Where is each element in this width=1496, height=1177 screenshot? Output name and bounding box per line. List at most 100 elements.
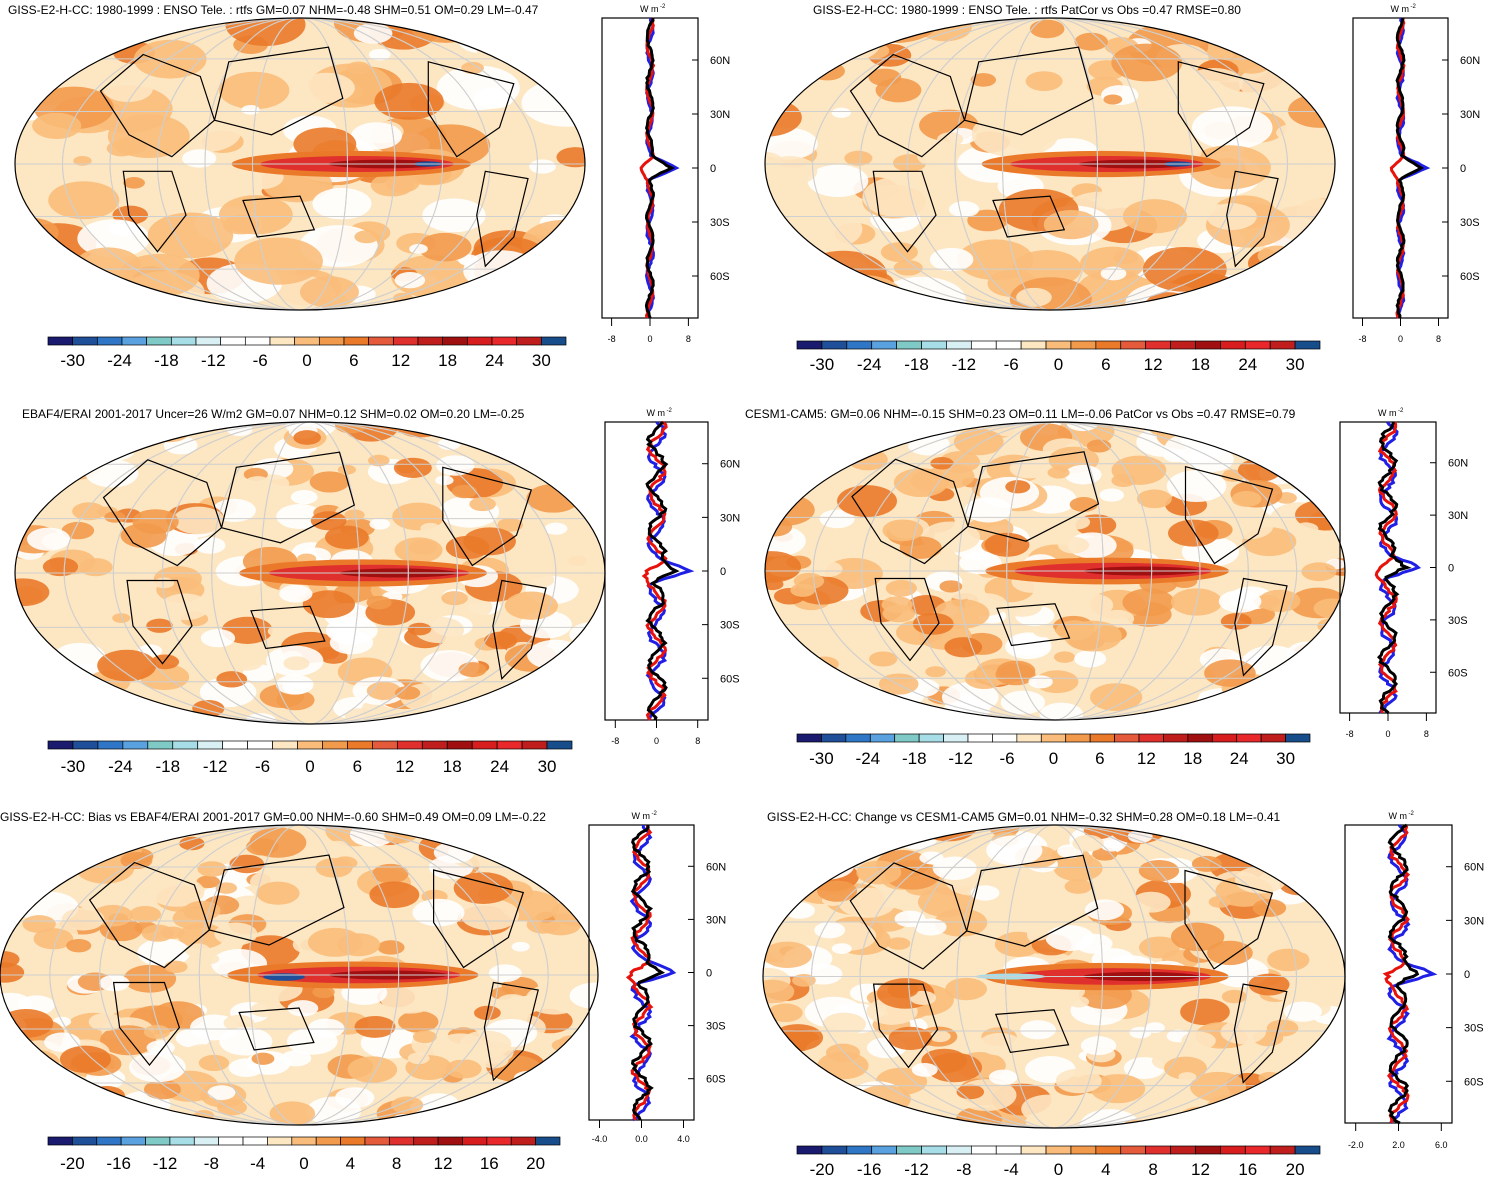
colorbar-swatch bbox=[340, 1136, 366, 1146]
colorbar-swatch bbox=[845, 733, 871, 743]
map-outline bbox=[14, 17, 586, 311]
panel-title: EBAF4/ERAI 2001-2017 Uncer=26 W/m2 GM=0.… bbox=[22, 407, 525, 421]
colorbar-swatch bbox=[896, 1145, 922, 1155]
colorbar-swatch bbox=[471, 740, 498, 750]
colorbar-swatch bbox=[417, 336, 444, 346]
colorbar-swatch bbox=[521, 740, 548, 750]
colorbar-label: -30 bbox=[61, 757, 86, 776]
colorbar-label: 30 bbox=[1276, 749, 1295, 768]
colorbar-label: 6 bbox=[1101, 355, 1110, 374]
colorbar-label: 20 bbox=[526, 1154, 545, 1173]
colorbar-label: 24 bbox=[1230, 749, 1249, 768]
colorbar-label: 0 bbox=[1054, 355, 1063, 374]
colorbar-swatch bbox=[242, 1136, 268, 1146]
colorbar-swatch bbox=[796, 340, 823, 350]
colorbar-swatch bbox=[269, 336, 296, 346]
panel-graphics-0: 60N 30N 0 30S 60S -8 0 8 W m -2 -30 -24 -18 -12 -6 0 6 12… bbox=[14, 4, 730, 370]
colorbar-label: 16 bbox=[1238, 1160, 1257, 1177]
colorbar-label: -24 bbox=[856, 749, 881, 768]
colorbar-swatch bbox=[995, 340, 1022, 350]
colorbar-label: 4 bbox=[346, 1154, 355, 1173]
colorbar-swatch bbox=[1170, 1145, 1196, 1155]
colorbar-swatch bbox=[72, 336, 98, 346]
colorbar-swatch bbox=[267, 1136, 293, 1146]
lat-tick-label: 30N bbox=[710, 109, 730, 121]
colorbar-label: 0 bbox=[1054, 1160, 1063, 1177]
colorbar-label: -18 bbox=[154, 351, 179, 370]
colorbar-label: -12 bbox=[948, 749, 973, 768]
colorbar-swatch bbox=[1095, 340, 1122, 350]
zonal-line bbox=[1377, 421, 1412, 715]
colorbar-swatch bbox=[195, 336, 222, 346]
lat-tick-label: 60N bbox=[710, 55, 730, 67]
lat-tick-label: 60N bbox=[706, 861, 726, 873]
colorbar-label: -8 bbox=[204, 1154, 219, 1173]
colorbar-swatch bbox=[318, 336, 345, 346]
colorbar-swatch bbox=[1120, 1145, 1147, 1155]
panel-graphics-2: 60N 30N 0 30S 60S -8 0 8 W m -2 -30 -24 -18 -12 -6 0 6 12… bbox=[14, 408, 740, 776]
colorbar-swatch bbox=[466, 336, 493, 346]
colorbar-label: -12 bbox=[153, 1154, 178, 1173]
unit-label: W m bbox=[632, 811, 651, 821]
colorbar-swatch bbox=[516, 336, 542, 346]
panel-graphics-5: 60N 30N 0 30S 60S -2.0 2.0 6.0 W m -2 -20 -16 -12 -8 -… bbox=[762, 811, 1484, 1177]
panel-title: GISS-E2-H-CC: 1980-1999 : ENSO Tele. : r… bbox=[8, 3, 539, 17]
colorbar-swatch bbox=[796, 1145, 823, 1155]
colorbar-swatch bbox=[896, 340, 922, 350]
lat-tick-label: 60S bbox=[1464, 1076, 1484, 1088]
colorbar-swatch bbox=[462, 1136, 488, 1146]
colorbar-label: -8 bbox=[956, 1160, 971, 1177]
colorbar-swatch bbox=[1244, 1145, 1271, 1155]
colorbar-label: -20 bbox=[60, 1154, 85, 1173]
zonal-line bbox=[625, 824, 654, 1121]
colorbar-label: 6 bbox=[349, 351, 358, 370]
colorbar-label: 4 bbox=[1101, 1160, 1110, 1177]
colorbar-label: 20 bbox=[1286, 1160, 1305, 1177]
panel-graphics-3: 60N 30N 0 30S 60S -8 0 8 W m -2 -30 -24 -18 -12 -6 0 6 12… bbox=[764, 408, 1468, 768]
colorbar-label: -16 bbox=[857, 1160, 882, 1177]
lat-tick-label: 60S bbox=[1448, 667, 1468, 679]
colorbar-swatch bbox=[1145, 1145, 1171, 1155]
colorbar-swatch bbox=[1163, 733, 1189, 743]
colorbar-label: -12 bbox=[904, 1160, 929, 1177]
colorbar-swatch bbox=[1220, 1145, 1246, 1155]
colorbar-swatch bbox=[222, 740, 248, 750]
panel-graphics-4: 60N 30N 0 30S 60S -4.0 0.0 4.0 W m -2 -20 -16 -12 -8 -… bbox=[0, 811, 726, 1173]
colorbar-swatch bbox=[921, 340, 947, 350]
lat-tick-label: 30N bbox=[720, 512, 740, 524]
colorbar-swatch bbox=[1236, 733, 1262, 743]
lat-tick-label: 30S bbox=[1464, 1023, 1484, 1035]
x-tick-label: 8 bbox=[1436, 334, 1441, 344]
unit-exp: -2 bbox=[652, 811, 658, 817]
colorbar-label: -12 bbox=[203, 757, 228, 776]
colorbar-swatch bbox=[496, 740, 523, 750]
x-tick-label: -8 bbox=[611, 736, 619, 746]
colorbar-label: -6 bbox=[255, 757, 270, 776]
colorbar-swatch bbox=[169, 1136, 195, 1146]
colorbar-label: -4 bbox=[250, 1154, 265, 1173]
colorbar-swatch bbox=[170, 336, 197, 346]
colorbar-swatch bbox=[1285, 733, 1311, 743]
map-outline bbox=[764, 421, 1346, 721]
colorbar-swatch bbox=[1260, 733, 1286, 743]
lat-tick-label: 0 bbox=[1464, 969, 1470, 981]
colorbar-label: 12 bbox=[434, 1154, 453, 1173]
colorbar-label: -12 bbox=[201, 351, 226, 370]
unit-label: W m bbox=[1389, 811, 1408, 821]
lat-tick-label: 0 bbox=[720, 566, 726, 578]
lat-tick-label: 60S bbox=[710, 271, 730, 283]
colorbar-label: 24 bbox=[1238, 355, 1257, 374]
map-outline bbox=[764, 17, 1336, 311]
lat-tick-label: 60S bbox=[1460, 271, 1480, 283]
lat-tick-label: 60S bbox=[706, 1074, 726, 1086]
colorbar-swatch bbox=[437, 1136, 463, 1146]
colorbar-swatch bbox=[442, 336, 468, 346]
colorbar-swatch bbox=[946, 1145, 972, 1155]
colorbar-label: 12 bbox=[395, 757, 414, 776]
colorbar-label: -30 bbox=[60, 351, 85, 370]
colorbar-swatch bbox=[145, 1136, 171, 1146]
colorbar-swatch bbox=[220, 336, 246, 346]
x-tick-label: -4.0 bbox=[592, 1134, 608, 1144]
colorbar-swatch bbox=[970, 340, 997, 350]
colorbar-label: 18 bbox=[443, 757, 462, 776]
